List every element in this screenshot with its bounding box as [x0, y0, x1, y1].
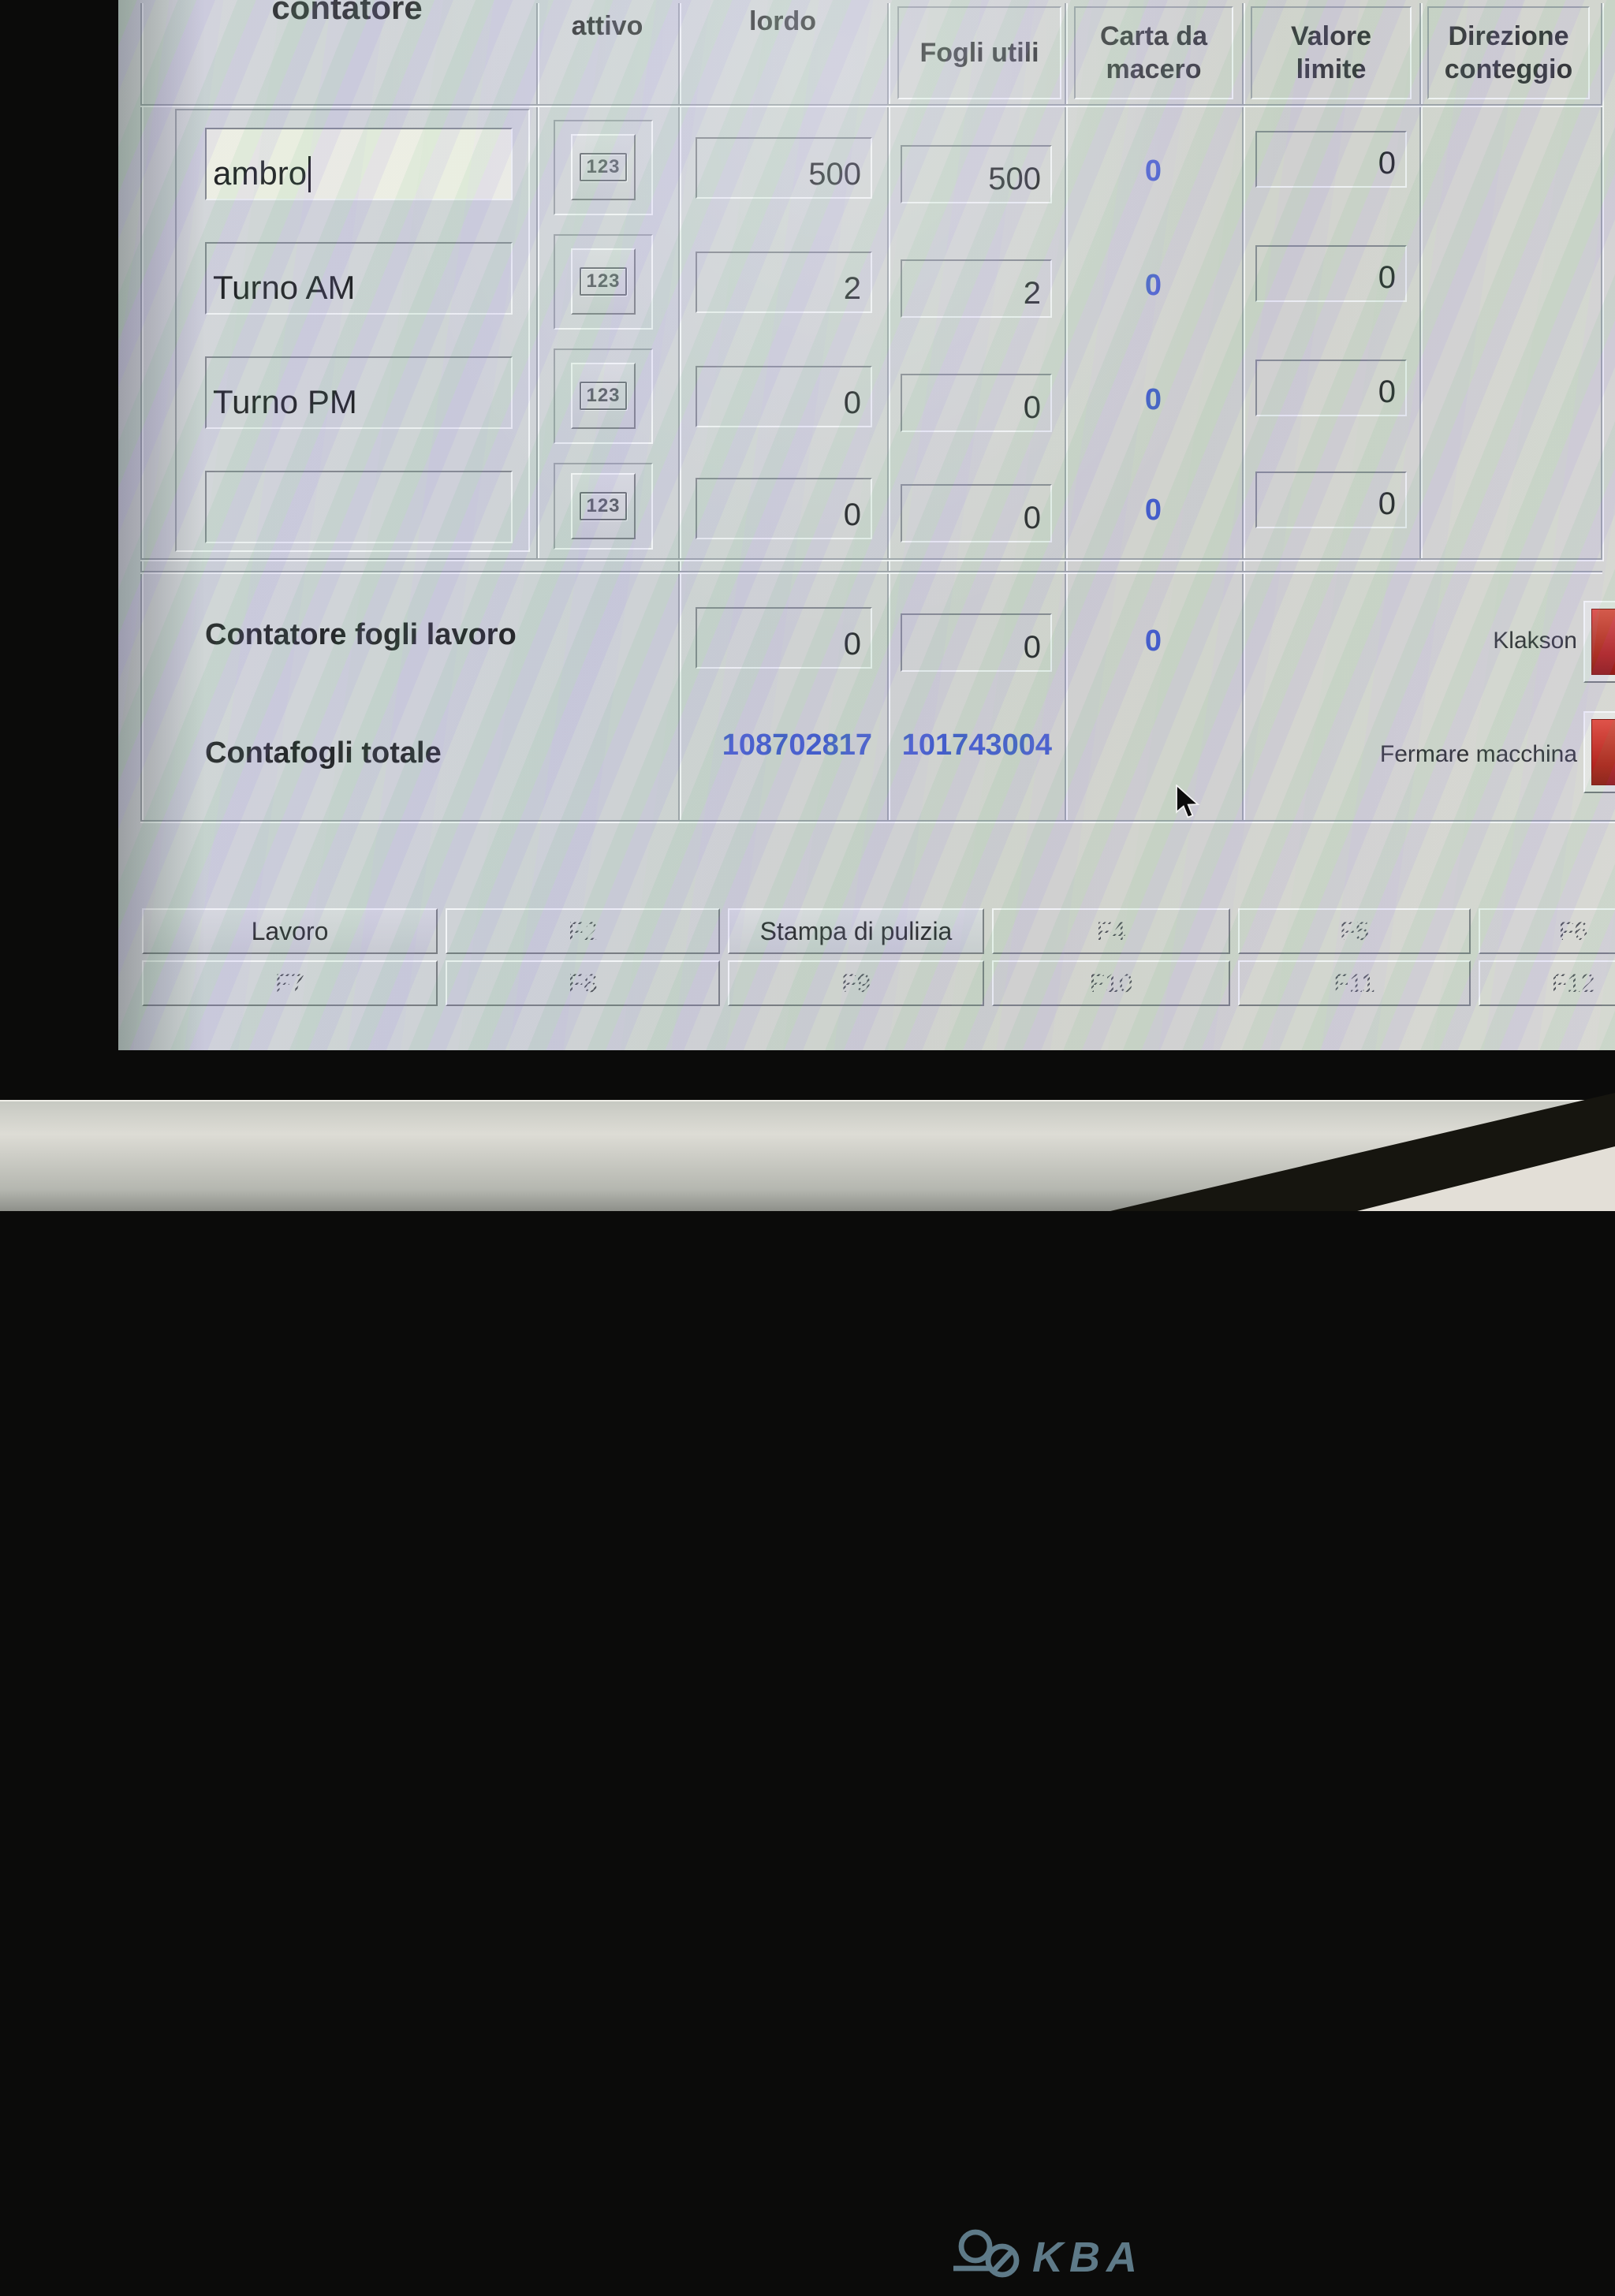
monitor-bezel-chin: KBA — [0, 1093, 1615, 2281]
column-header-active: attivo — [571, 11, 643, 41]
gross-field-4[interactable]: 0 — [696, 478, 872, 539]
active-cell-box-4 — [554, 463, 653, 550]
counter-name-input-2[interactable]: Turno AM — [205, 242, 513, 315]
grid-line-table-bottom — [140, 820, 1615, 822]
good-sheets-field-4[interactable]: 0 — [901, 484, 1052, 542]
gross-field-2[interactable]: 2 — [696, 252, 872, 313]
stop-machine-button[interactable] — [1583, 711, 1615, 793]
grid-line-name-active — [536, 3, 538, 560]
fkey-f12-button[interactable]: F12 — [1479, 960, 1615, 1006]
counter-name-input-1[interactable]: ambro — [205, 128, 513, 200]
good-sheets-field-1[interactable]: 500 — [901, 145, 1052, 203]
active-cell-box-1 — [554, 120, 653, 215]
counter-name-input-4[interactable] — [205, 471, 513, 543]
active-cell-box-3 — [554, 348, 653, 444]
waste-paper-value-1: 0 — [1144, 155, 1162, 188]
grid-line-header-bottom — [140, 104, 1602, 106]
fkey-f10-button[interactable]: F10 — [992, 960, 1230, 1006]
column-header-counter-name: contatore — [271, 0, 423, 26]
gross-field-1[interactable]: 500 — [696, 137, 872, 199]
column-header-good-sheets: Fogli utili — [897, 6, 1061, 99]
keypad-123-icon: 123 — [580, 492, 627, 520]
numeric-keypad-button-3[interactable]: 123 — [571, 363, 636, 429]
text-caret — [308, 156, 311, 192]
horn-button-face — [1591, 609, 1615, 675]
total-counter-label: Contafogli totale — [205, 736, 442, 770]
keypad-123-icon: 123 — [580, 382, 627, 410]
numeric-keypad-button-2[interactable]: 123 — [571, 248, 636, 315]
stop-machine-label: Fermare macchina — [1379, 741, 1577, 767]
paper-sheet — [1315, 1146, 1615, 1211]
limit-value-field-3[interactable]: 0 — [1255, 360, 1407, 416]
fkey-f1-lavoro-button[interactable]: Lavoro — [142, 908, 438, 954]
counter-name-value-2: Turno AM — [213, 269, 356, 306]
limit-value-field-1[interactable]: 0 — [1255, 131, 1407, 188]
kba-logo: KBA — [950, 2220, 1187, 2296]
numeric-keypad-button-4[interactable]: 123 — [571, 473, 636, 539]
good-sheets-field-2[interactable]: 2 — [901, 259, 1052, 318]
fkey-f5-button[interactable]: F5 — [1238, 908, 1471, 954]
grid-line-gross-good — [887, 3, 889, 820]
column-header-waste-paper: Carta da macero — [1074, 6, 1233, 99]
grid-line-active-gross — [678, 3, 680, 820]
column-header-gross: lordo — [749, 6, 816, 36]
waste-paper-value-3: 0 — [1144, 383, 1162, 416]
horn-label: Klakson — [1493, 628, 1577, 654]
good-sheets-field-3[interactable]: 0 — [901, 374, 1052, 432]
counter-name-groupbox — [175, 109, 530, 552]
work-counter-gross-field[interactable]: 0 — [696, 607, 872, 669]
grid-line-left — [140, 3, 142, 820]
grid-line-limit-direction — [1419, 3, 1421, 561]
fkey-f6-button[interactable]: F6 — [1479, 908, 1615, 954]
stop-machine-button-face — [1591, 719, 1615, 785]
mouse-cursor — [1176, 785, 1200, 818]
grid-line-waste-limit — [1242, 3, 1244, 820]
desk-surface — [1110, 1093, 1615, 1211]
counter-name-value-1: ambro — [213, 155, 308, 192]
fkey-f2-button[interactable]: F2 — [446, 908, 720, 954]
work-counter-label: Contatore fogli lavoro — [205, 618, 517, 651]
fkey-f11-button[interactable]: F11 — [1238, 960, 1471, 1006]
work-counter-waste-value: 0 — [1144, 624, 1162, 658]
kba-logo-text: KBA — [1032, 2234, 1143, 2281]
grid-line-good-waste — [1065, 3, 1066, 820]
gross-field-3[interactable]: 0 — [696, 366, 872, 427]
active-cell-box-2 — [554, 234, 653, 330]
fkey-f3-stampa-pulizia-button[interactable]: Stampa di pulizia — [728, 908, 984, 954]
numeric-keypad-button-1[interactable]: 123 — [571, 134, 636, 200]
fkey-f4-button[interactable]: F4 — [992, 908, 1230, 954]
counter-name-input-3[interactable]: Turno PM — [205, 356, 513, 429]
waste-paper-value-2: 0 — [1144, 269, 1162, 302]
work-counter-good-field[interactable]: 0 — [901, 613, 1052, 672]
machine-control-screen: contatore attivo lordo Fogli utili Carta… — [118, 0, 1615, 1050]
grid-line-right — [1601, 3, 1602, 561]
limit-value-field-2[interactable]: 0 — [1255, 245, 1407, 302]
column-header-limit-value: Valore limite — [1251, 6, 1412, 99]
column-header-count-direction: Direzione conteggio — [1427, 6, 1590, 99]
section-separator-top — [140, 558, 1602, 560]
limit-value-field-4[interactable]: 0 — [1255, 472, 1407, 528]
fkey-f7-button[interactable]: F7 — [142, 960, 438, 1006]
horn-button[interactable] — [1583, 601, 1615, 683]
fkey-f9-button[interactable]: F9 — [728, 960, 984, 1006]
kba-logo-cylinders-icon — [953, 2229, 1020, 2278]
total-counter-gross-value: 108702817 — [722, 729, 872, 762]
section-separator-bottom — [140, 571, 1602, 572]
keypad-123-icon: 123 — [580, 267, 627, 296]
waste-paper-value-4: 0 — [1144, 494, 1162, 527]
fkey-f8-button[interactable]: F8 — [446, 960, 720, 1006]
counter-name-value-3: Turno PM — [213, 383, 357, 420]
keypad-123-icon: 123 — [580, 153, 627, 181]
total-counter-good-value: 101743004 — [901, 729, 1052, 762]
